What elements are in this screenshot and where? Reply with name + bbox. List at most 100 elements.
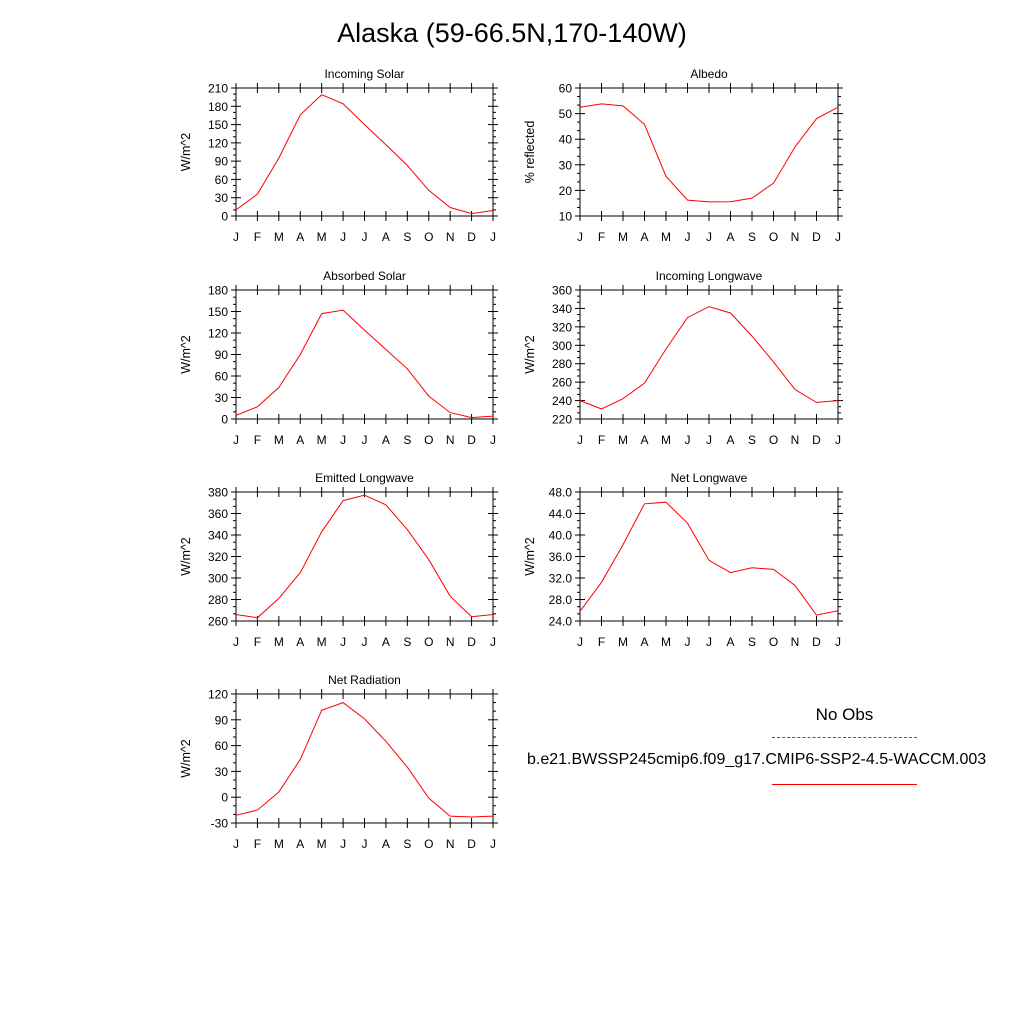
xtick-label: M — [618, 433, 628, 447]
xtick-label: D — [812, 635, 821, 649]
ytick-label: 120 — [208, 327, 228, 341]
xtick-label: A — [296, 230, 304, 244]
xtick-label: M — [317, 837, 327, 851]
xtick-label: J — [490, 635, 496, 649]
ytick-label: 40 — [559, 133, 573, 147]
panel-4-frame — [579, 289, 839, 420]
xtick-label: O — [769, 635, 778, 649]
xtick-label: A — [640, 230, 648, 244]
xtick-label: F — [254, 230, 261, 244]
xtick-label: S — [748, 230, 756, 244]
panel-3-frame — [235, 289, 494, 420]
panel-7-frame — [235, 693, 494, 824]
panel-3-series-line — [235, 309, 494, 419]
ytick-label: 20 — [559, 184, 573, 198]
xtick-label: J — [490, 433, 496, 447]
panel-7-ylabel: W/m^2 — [179, 739, 193, 778]
ytick-label: 30 — [559, 158, 573, 172]
xtick-label: S — [403, 837, 411, 851]
xtick-label: M — [618, 230, 628, 244]
xtick-label: M — [317, 635, 327, 649]
panel-3-ylabel: W/m^2 — [179, 335, 193, 374]
xtick-label: J — [362, 230, 368, 244]
xtick-label: J — [340, 837, 346, 851]
xtick-label: J — [233, 837, 239, 851]
xtick-label: S — [403, 230, 411, 244]
ytick-label: 60 — [215, 370, 229, 384]
xtick-label: S — [748, 635, 756, 649]
xtick-label: O — [424, 230, 433, 244]
ytick-label: 60 — [215, 173, 229, 187]
xtick-label: D — [812, 433, 821, 447]
xtick-label: J — [340, 433, 346, 447]
xtick-label: D — [467, 837, 476, 851]
ytick-label: 180 — [208, 284, 228, 298]
xtick-label: D — [467, 635, 476, 649]
xtick-label: A — [726, 230, 734, 244]
xtick-label: J — [362, 433, 368, 447]
ytick-label: 260 — [208, 615, 228, 629]
xtick-label: J — [706, 433, 712, 447]
xtick-label: M — [274, 230, 284, 244]
ytick-label: 48.0 — [549, 486, 573, 500]
xtick-label: J — [577, 635, 583, 649]
figure-title: Alaska (59-66.5N,170-140W) — [337, 18, 687, 48]
xtick-label: O — [424, 635, 433, 649]
ytick-label: 300 — [208, 572, 228, 586]
ytick-label: 260 — [552, 376, 572, 390]
xtick-label: J — [835, 635, 841, 649]
ytick-label: 40.0 — [549, 529, 573, 543]
ytick-label: 60 — [559, 82, 573, 96]
xtick-label: A — [382, 230, 390, 244]
xtick-label: N — [446, 433, 455, 447]
ytick-label: 60 — [215, 739, 229, 753]
xtick-label: F — [254, 837, 261, 851]
xtick-label: S — [403, 635, 411, 649]
ytick-label: 0 — [221, 210, 228, 224]
xtick-label: A — [296, 635, 304, 649]
panel-2-title: Albedo — [690, 67, 728, 81]
ytick-label: 50 — [559, 107, 573, 121]
xtick-label: N — [791, 635, 800, 649]
xtick-label: F — [254, 635, 261, 649]
xtick-label: F — [598, 433, 605, 447]
ytick-label: 90 — [215, 713, 229, 727]
ytick-label: 340 — [552, 302, 572, 316]
xtick-label: J — [362, 635, 368, 649]
xtick-label: J — [233, 230, 239, 244]
xtick-label: M — [661, 635, 671, 649]
ytick-label: 300 — [552, 339, 572, 353]
xtick-label: D — [467, 230, 476, 244]
xtick-label: M — [274, 837, 284, 851]
ytick-label: 120 — [208, 688, 228, 702]
ytick-label: 28.0 — [549, 593, 573, 607]
panel-6-frame — [579, 491, 839, 622]
xtick-label: M — [274, 433, 284, 447]
panel-2-ylabel: % reflected — [523, 121, 537, 184]
xtick-label: J — [706, 230, 712, 244]
xtick-label: J — [490, 230, 496, 244]
xtick-label: J — [835, 433, 841, 447]
panel-1-series-line — [235, 94, 494, 215]
xtick-label: S — [403, 433, 411, 447]
xtick-label: D — [467, 433, 476, 447]
xtick-label: J — [706, 635, 712, 649]
ytick-label: 120 — [208, 136, 228, 150]
panel-5-series-line — [235, 494, 494, 619]
ytick-label: 90 — [215, 155, 229, 169]
panel-7-title: Net Radiation — [328, 673, 401, 687]
xtick-label: M — [317, 230, 327, 244]
xtick-label: F — [598, 635, 605, 649]
xtick-label: J — [685, 433, 691, 447]
xtick-label: N — [791, 230, 800, 244]
ytick-label: 320 — [208, 550, 228, 564]
ytick-label: 150 — [208, 118, 228, 132]
legend-obs-label: No Obs — [815, 705, 874, 724]
ytick-label: 30 — [215, 191, 229, 205]
legend-case-label: b.e21.BWSSP245cmip6.f09_g17.CMIP6-SSP2-4… — [527, 751, 987, 768]
ytick-label: 24.0 — [549, 615, 573, 629]
xtick-label: J — [340, 635, 346, 649]
xtick-label: A — [382, 433, 390, 447]
ytick-label: 220 — [552, 413, 572, 427]
